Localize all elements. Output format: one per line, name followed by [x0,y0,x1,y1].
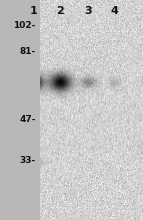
Text: 47-: 47- [19,116,36,124]
Text: 33-: 33- [19,156,36,165]
Text: 3: 3 [84,6,92,15]
Text: 81-: 81- [19,47,36,56]
Text: 1: 1 [30,6,37,15]
Text: 4: 4 [110,6,118,15]
Text: 2: 2 [56,6,64,15]
Text: 102-: 102- [13,21,36,30]
